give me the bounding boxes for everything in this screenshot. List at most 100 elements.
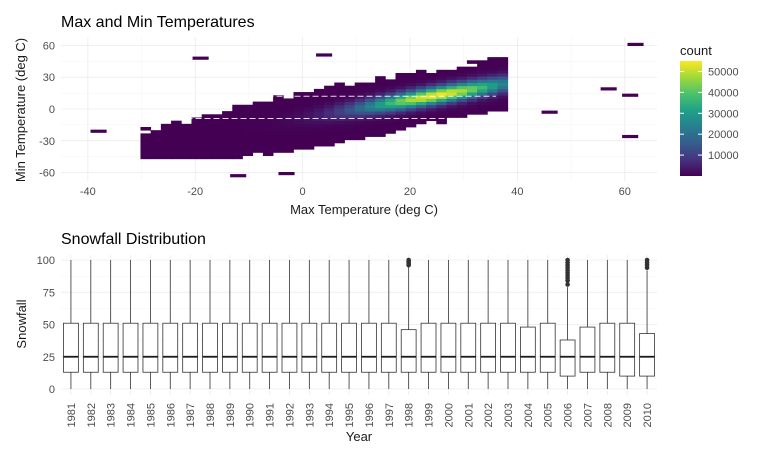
- heatmap-cell: [232, 139, 243, 144]
- heatmap-cell: [283, 139, 294, 144]
- heatmap-cell: [313, 117, 325, 122]
- temperature-heatmap-chart: Max and Min Temperatures -40 -20 0 20 40 60 -…: [13, 14, 739, 217]
- heatmap-cell: [201, 136, 213, 141]
- heatmap-cell: [211, 152, 223, 156]
- heatmap-x-tick-label: 40: [511, 186, 523, 198]
- heatmap-cell: [436, 120, 447, 125]
- heatmap-cell: [446, 98, 458, 102]
- heatmap-cell: [477, 111, 488, 115]
- heatmap-cell: [160, 136, 172, 141]
- heatmap-cell: [385, 111, 396, 115]
- legend-colorbar: [680, 61, 702, 176]
- heatmap-cell: [364, 127, 376, 131]
- boxplot-x-tick-label: 1988: [205, 403, 217, 427]
- heatmap-cell: [395, 73, 407, 77]
- heatmap-cell: [171, 155, 182, 160]
- heatmap-cell: [232, 127, 243, 131]
- heatmap-cell: [497, 69, 509, 74]
- heatmap-cell: [477, 76, 488, 80]
- heatmap-cell: [446, 114, 458, 118]
- heatmap-cell: [415, 114, 427, 118]
- heatmap-cell: [446, 104, 458, 109]
- heatmap-cell: [181, 139, 192, 144]
- heatmap-cell: [313, 136, 325, 141]
- heatmap-cell: [273, 123, 284, 128]
- heatmap-cell: [283, 149, 294, 153]
- heatmap-cell: [385, 130, 396, 134]
- heatmap-cell: [375, 76, 386, 80]
- boxplot-box: [380, 322, 397, 373]
- heatmap-cell: [334, 107, 345, 112]
- heatmap-cell: [405, 76, 417, 80]
- heatmap-cell: [375, 133, 386, 137]
- heatmap-cell: [181, 127, 192, 131]
- heatmap-cell: [262, 133, 274, 137]
- heatmap-cell: [324, 95, 335, 99]
- heatmap-cell: [395, 82, 407, 87]
- heatmap-cell: [273, 107, 284, 112]
- heatmap-cell: [90, 129, 107, 133]
- heatmap-cell: [466, 111, 478, 115]
- heatmap-y-tick-label: -60: [39, 168, 55, 180]
- heatmap-cell: [334, 133, 345, 137]
- heatmap-cell: [426, 98, 437, 102]
- heatmap-cell: [191, 146, 203, 150]
- heatmap-cell: [262, 107, 274, 112]
- heatmap-cell: [436, 85, 447, 90]
- heatmap-cell: [466, 60, 478, 64]
- boxplot-x-tick-label: 2007: [582, 403, 594, 427]
- heatmap-cell: [262, 152, 274, 156]
- heatmap-cell: [293, 98, 305, 102]
- heatmap-cell: [283, 98, 294, 102]
- heatmap-cell: [354, 88, 366, 93]
- heatmap-cell: [252, 130, 264, 134]
- heatmap-cell: [242, 130, 254, 134]
- heatmap-cell: [395, 76, 407, 80]
- heatmap-cell: [313, 104, 325, 109]
- heatmap-cell: [446, 73, 458, 77]
- heatmap-cell: [466, 101, 478, 106]
- heatmap-cell: [426, 73, 437, 77]
- heatmap-cell: [191, 130, 203, 134]
- boxplot-y-tick-label: 75: [43, 287, 55, 299]
- heatmap-cell: [252, 114, 264, 118]
- heatmap-cell: [252, 101, 264, 106]
- heatmap-cell: [487, 63, 498, 68]
- heatmap-cell: [622, 93, 639, 97]
- boxplot-x-tick-label: 1999: [424, 403, 436, 427]
- heatmap-cell: [385, 92, 396, 96]
- heatmap-cell: [324, 123, 335, 128]
- heatmap-cell: [160, 127, 172, 131]
- heatmap-cell: [334, 111, 345, 115]
- heatmap-cell: [211, 133, 223, 137]
- heatmap-cell: [487, 60, 498, 64]
- heatmap-cell: [426, 104, 437, 109]
- heatmap-cell: [242, 107, 254, 112]
- boxplot-outlier: [406, 257, 411, 263]
- heatmap-cell: [344, 133, 356, 137]
- heatmap-cell: [354, 95, 366, 99]
- heatmap-cell: [222, 127, 233, 131]
- heatmap-cell: [375, 95, 386, 99]
- heatmap-cell: [293, 146, 305, 150]
- heatmap-y-tick-label: 0: [49, 104, 55, 116]
- heatmap-cell: [171, 142, 182, 147]
- heatmap-cell: [487, 98, 498, 102]
- heatmap-cell: [242, 152, 254, 156]
- heatmap-cell: [191, 152, 203, 156]
- heatmap-cell: [324, 85, 335, 90]
- heatmap-cell: [283, 107, 294, 112]
- heatmap-cell: [375, 120, 386, 125]
- heatmap-cell: [446, 69, 458, 74]
- heatmap-cell: [293, 136, 305, 141]
- heatmap-cell: [477, 101, 488, 106]
- boxplot-box: [400, 329, 417, 373]
- heatmap-cell: [273, 95, 284, 99]
- boxplot-box: [440, 322, 457, 373]
- boxplot-box: [579, 326, 596, 373]
- heatmap-cell: [313, 127, 325, 131]
- heatmap-cell: [252, 104, 264, 109]
- heatmap-cell: [334, 98, 345, 102]
- boxplot-x-tick-label: 1995: [344, 403, 356, 427]
- heatmap-cell: [415, 95, 427, 99]
